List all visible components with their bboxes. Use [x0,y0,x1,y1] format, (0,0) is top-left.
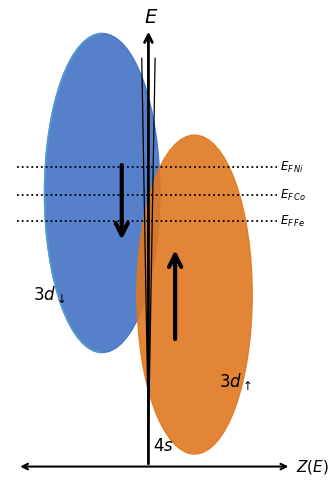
Ellipse shape [137,135,252,454]
Text: $E_{F\,Fe}$: $E_{F\,Fe}$ [279,214,305,229]
Text: $4s$: $4s$ [152,437,174,455]
Text: $3d_{\uparrow}$: $3d_{\uparrow}$ [219,372,252,393]
Text: $E$: $E$ [144,8,158,27]
Text: $3d_{\downarrow}$: $3d_{\downarrow}$ [32,285,65,305]
Text: $E_{F\,Ni}$: $E_{F\,Ni}$ [279,159,304,175]
Ellipse shape [45,33,160,352]
Text: $E_{F\,Co}$: $E_{F\,Co}$ [279,188,306,203]
Text: $Z(E)$: $Z(E)$ [296,457,329,476]
